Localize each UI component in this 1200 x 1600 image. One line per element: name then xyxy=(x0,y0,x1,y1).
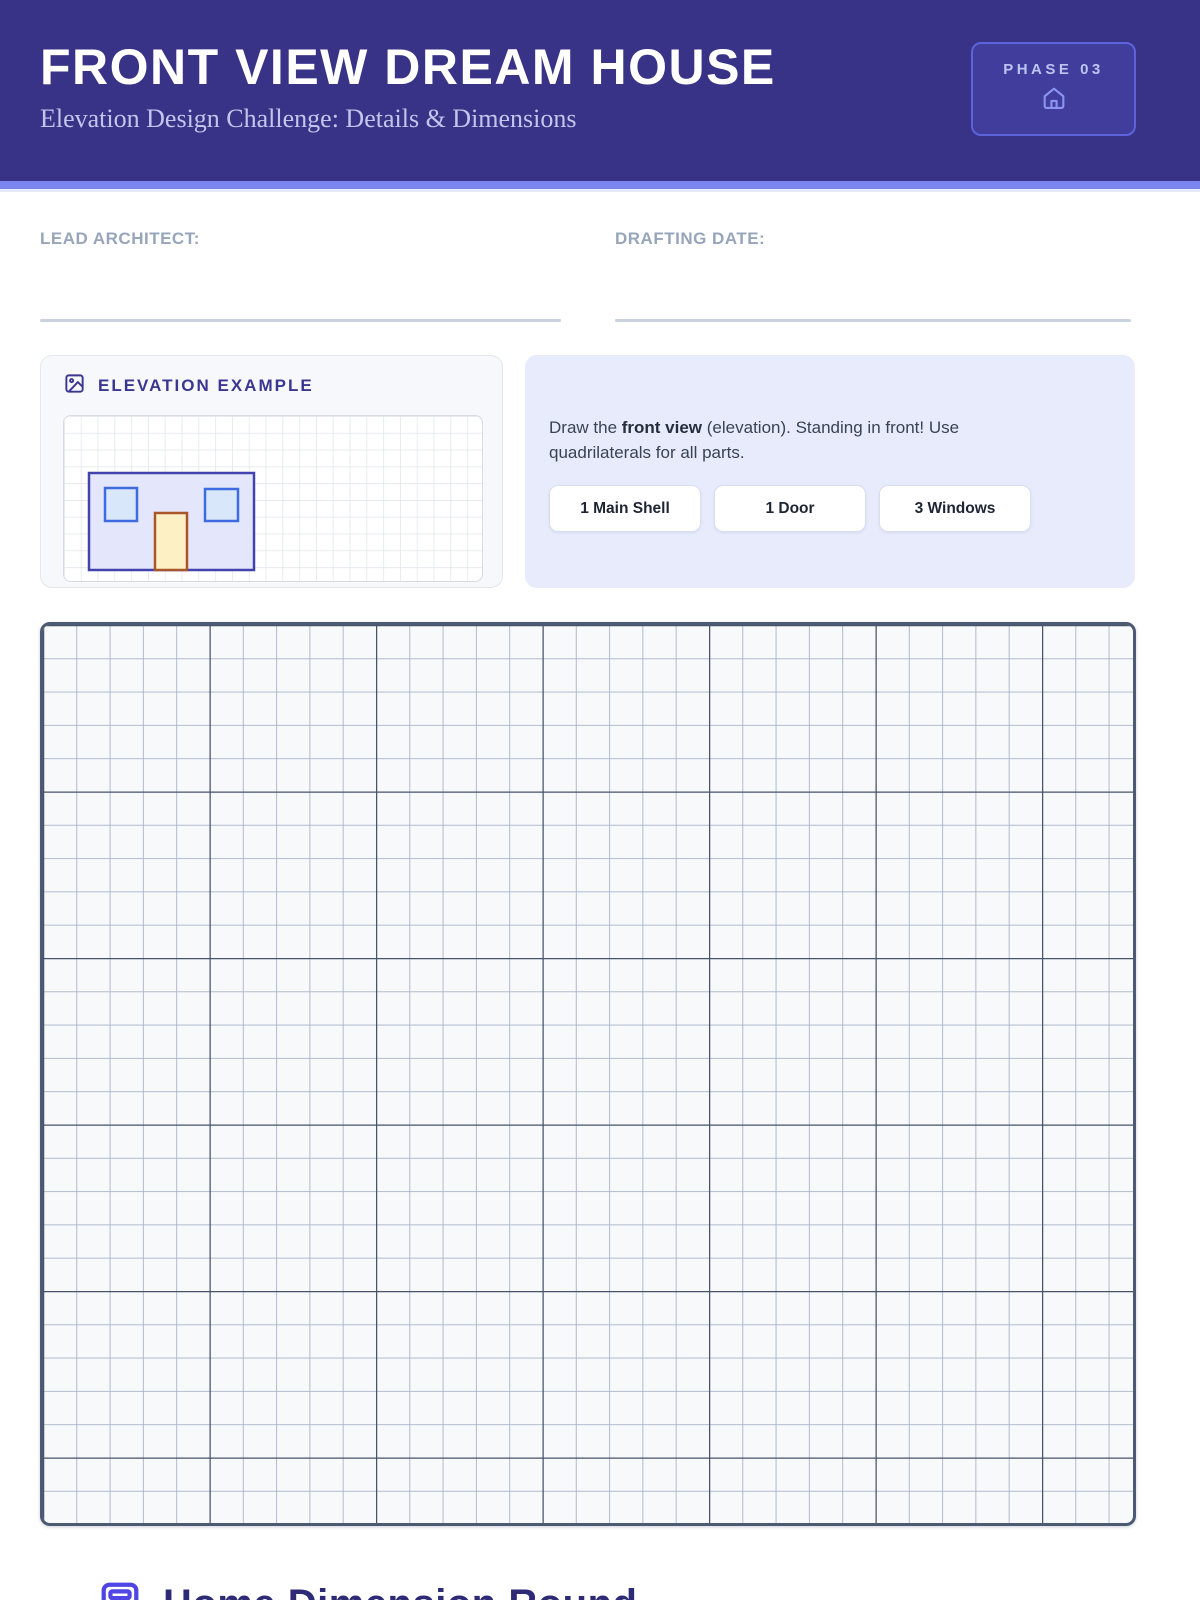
next-section-title: Home Dimension Round xyxy=(163,1578,637,1600)
lead-architect-field[interactable] xyxy=(40,319,561,322)
page-subtitle: Elevation Design Challenge: Details & Di… xyxy=(40,104,577,133)
example-house-drawing xyxy=(64,416,482,581)
header-accent-strip xyxy=(0,189,1200,192)
instructions-text-before: Draw the xyxy=(549,418,622,437)
example-card-title-row: ELEVATION EXAMPLE xyxy=(63,372,314,400)
phase-badge: PHASE 03 xyxy=(971,42,1136,136)
phase-badge-label: PHASE 03 xyxy=(1003,61,1104,78)
requirement-main-shell: 1 Main Shell xyxy=(549,485,701,532)
example-left-window xyxy=(103,486,139,523)
elevation-example-card: ELEVATION EXAMPLE xyxy=(40,355,503,588)
drawing-grid-lines xyxy=(43,625,1133,1523)
example-card-title: ELEVATION EXAMPLE xyxy=(98,376,314,395)
image-icon xyxy=(63,372,86,400)
instructions-text-bold: front view xyxy=(621,418,703,437)
drawing-grid-canvas[interactable] xyxy=(40,622,1136,1526)
requirements-row: 1 Main Shell 1 Door 3 Windows xyxy=(549,485,1031,532)
requirement-door: 1 Door xyxy=(714,485,866,532)
drafting-date-label: DRAFTING DATE: xyxy=(615,229,766,248)
example-door xyxy=(153,511,189,572)
example-right-window xyxy=(203,487,240,523)
instructions-text-after: (elevation). Standing in front! Use quad… xyxy=(549,418,960,462)
requirement-windows: 3 Windows xyxy=(879,485,1031,532)
calculator-icon xyxy=(97,1578,143,1600)
next-section-heading-row: Home Dimension Round xyxy=(97,1578,637,1600)
header-banner: FRONT VIEW DREAM HOUSE Elevation Design … xyxy=(0,0,1200,181)
page-title: FRONT VIEW DREAM HOUSE xyxy=(40,39,776,95)
home-icon xyxy=(1040,87,1068,116)
instructions-card: Draw the front view (elevation). Standin… xyxy=(525,355,1135,588)
header-accent-bar xyxy=(0,181,1200,189)
example-mini-grid xyxy=(63,415,483,582)
instructions-text: Draw the front view (elevation). Standin… xyxy=(549,415,1023,465)
lead-architect-label: LEAD ARCHITECT: xyxy=(40,229,200,248)
drafting-date-field[interactable] xyxy=(615,319,1131,322)
